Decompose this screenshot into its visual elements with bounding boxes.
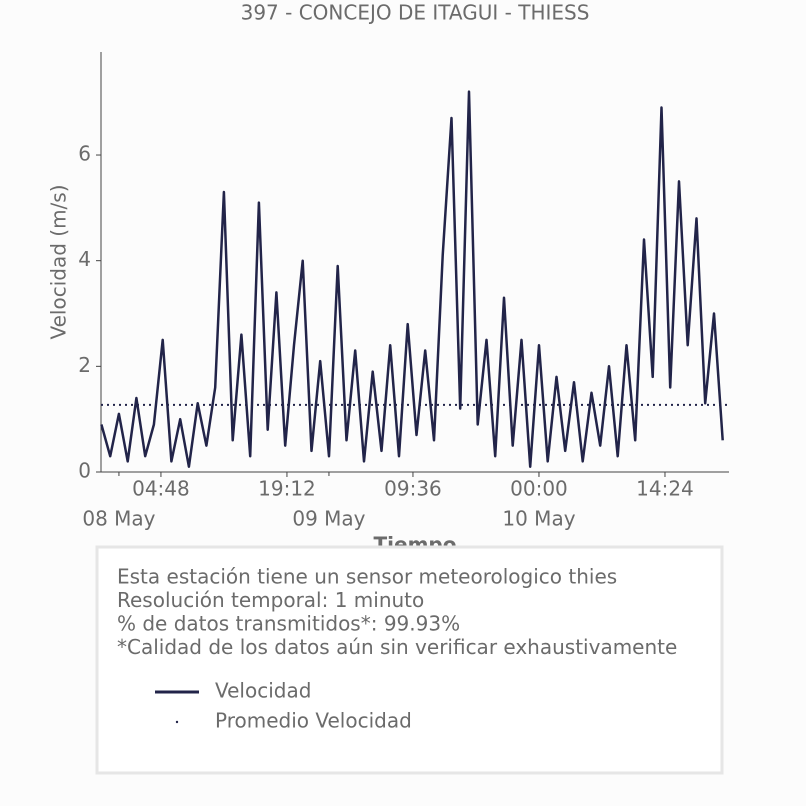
x-date-label: 09 May xyxy=(292,507,365,531)
info-line: *Calidad de los datos aún sin verificar … xyxy=(117,635,677,659)
y-tick-label: 4 xyxy=(78,247,91,271)
info-line: Esta estación tiene un sensor meteorolog… xyxy=(117,565,617,589)
y-axis-label: Velocidad (m/s) xyxy=(47,184,71,339)
info-box xyxy=(95,545,724,775)
y-tick-label: 0 xyxy=(78,459,91,483)
x-date-label: 10 May xyxy=(502,507,575,531)
y-tick-label: 2 xyxy=(78,353,91,377)
info-line: % de datos transmitidos*: 99.93% xyxy=(117,612,460,636)
legend-label: Velocidad xyxy=(215,679,311,703)
legend-swatch xyxy=(175,720,179,724)
chart-title: 397 - CONCEJO DE ITAGUI - THIESS xyxy=(241,1,590,25)
x-date-label: 08 May xyxy=(82,507,155,531)
x-tick-label: 00:00 xyxy=(510,477,568,501)
info-line: Resolución temporal: 1 minuto xyxy=(117,588,424,612)
x-tick-label: 09:36 xyxy=(384,477,442,501)
y-tick-label: 6 xyxy=(78,142,91,166)
x-tick-label: 14:24 xyxy=(636,477,694,501)
x-tick-label: 04:48 xyxy=(132,477,190,501)
data-line xyxy=(100,90,724,468)
x-tick-label: 19:12 xyxy=(258,477,316,501)
legend-label: Promedio Velocidad xyxy=(215,709,412,733)
